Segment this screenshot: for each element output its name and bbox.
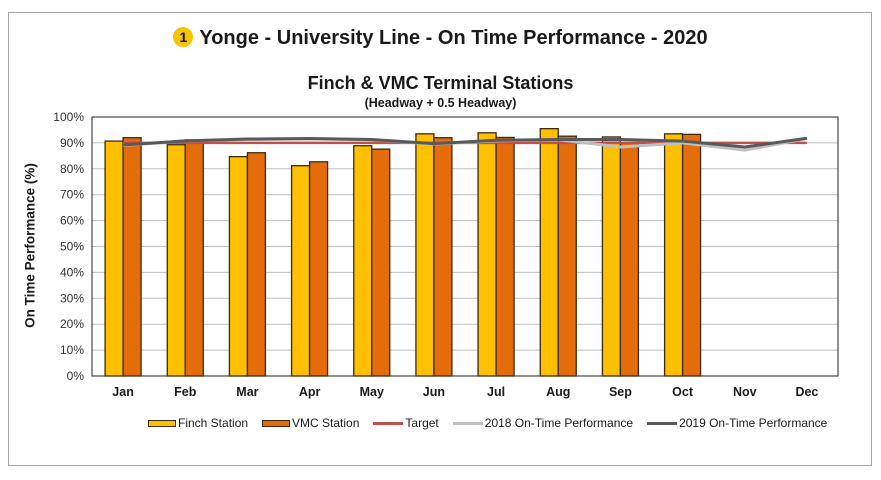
legend-item-2019: 2019 On-Time Performance	[647, 416, 827, 430]
plot-area-border	[91, 116, 839, 377]
x-tick-label: Dec	[795, 385, 818, 399]
legend-swatch-2019	[647, 421, 678, 425]
bar-vmc	[619, 142, 640, 377]
legend-swatch-vmc	[262, 419, 291, 427]
bar-finch	[228, 155, 249, 377]
legend-item-vmc: VMC Station	[262, 416, 359, 430]
y-tick-label: 70%	[60, 188, 84, 202]
bar-vmc	[433, 137, 453, 377]
legend-swatch-2018	[452, 421, 483, 425]
bar-finch	[539, 128, 559, 377]
legend-label-2018: 2018 On-Time Performance	[484, 416, 634, 430]
legend-item-finch: Finch Station	[148, 416, 248, 430]
bar-finch	[290, 165, 311, 377]
legend-swatch-finch	[148, 419, 176, 427]
line-2019	[122, 136, 808, 149]
number-badge: 1	[173, 27, 194, 47]
x-tick-label: Feb	[174, 385, 197, 399]
bar-vmc	[184, 139, 204, 377]
y-tick-label: 10%	[60, 343, 84, 357]
bar-finch	[353, 145, 373, 377]
bar-finch	[477, 132, 497, 377]
chart-legend: Finch Station VMC Station Target 2018 On…	[148, 416, 841, 430]
x-tick-label: Sep	[609, 385, 632, 399]
y-tick-label: 60%	[60, 214, 84, 228]
legend-label-2019: 2019 On-Time Performance	[679, 416, 828, 430]
x-tick-label: Apr	[299, 385, 321, 399]
y-tick-label: 100%	[53, 110, 84, 124]
chart-subsubtitle: (Headway + 0.5 Headway)	[364, 96, 517, 110]
bar-finch	[601, 136, 622, 377]
y-tick-label: 30%	[60, 291, 84, 305]
bar-finch	[663, 133, 684, 377]
legend-item-2018: 2018 On-Time Performance	[452, 416, 634, 430]
y-tick-label: 20%	[60, 317, 84, 331]
y-tick-label: 80%	[60, 162, 84, 176]
bar-vmc	[557, 135, 577, 377]
chart-title-text: Yonge - University Line - On Time Perfor…	[199, 27, 708, 49]
legend-label-target: Target	[405, 416, 439, 430]
y-tick-label: 40%	[60, 265, 84, 279]
bar-vmc	[308, 161, 329, 377]
bar-vmc	[122, 137, 142, 377]
bar-vmc	[246, 152, 267, 377]
y-tick-label: 50%	[60, 240, 84, 254]
y-tick-label: 90%	[60, 136, 84, 150]
x-tick-label: Mar	[236, 385, 258, 399]
legend-item-target: Target	[373, 416, 439, 430]
legend-swatch-target	[373, 421, 404, 425]
bar-vmc	[495, 136, 515, 377]
bar-vmc	[681, 133, 702, 377]
bar-finch	[166, 144, 186, 377]
chart-subtitle: Finch & VMC Terminal Stations	[307, 73, 574, 93]
x-tick-label: Jan	[112, 385, 134, 399]
x-tick-label: Aug	[546, 385, 570, 399]
x-tick-label: Jun	[423, 385, 445, 399]
chart-title: 1 Yonge - University Line - On Time Perfo…	[0, 27, 881, 50]
x-tick-label: Nov	[733, 385, 757, 399]
bar-vmc	[371, 148, 391, 377]
bar-finch	[104, 140, 124, 377]
legend-label-finch: Finch Station	[178, 416, 249, 430]
x-tick-label: May	[360, 385, 384, 399]
x-tick-label: Oct	[672, 385, 694, 399]
legend-label-vmc: VMC Station	[292, 416, 360, 430]
bar-finch	[415, 133, 435, 377]
y-tick-label: 0%	[67, 369, 85, 383]
x-tick-label: Jul	[487, 385, 505, 399]
